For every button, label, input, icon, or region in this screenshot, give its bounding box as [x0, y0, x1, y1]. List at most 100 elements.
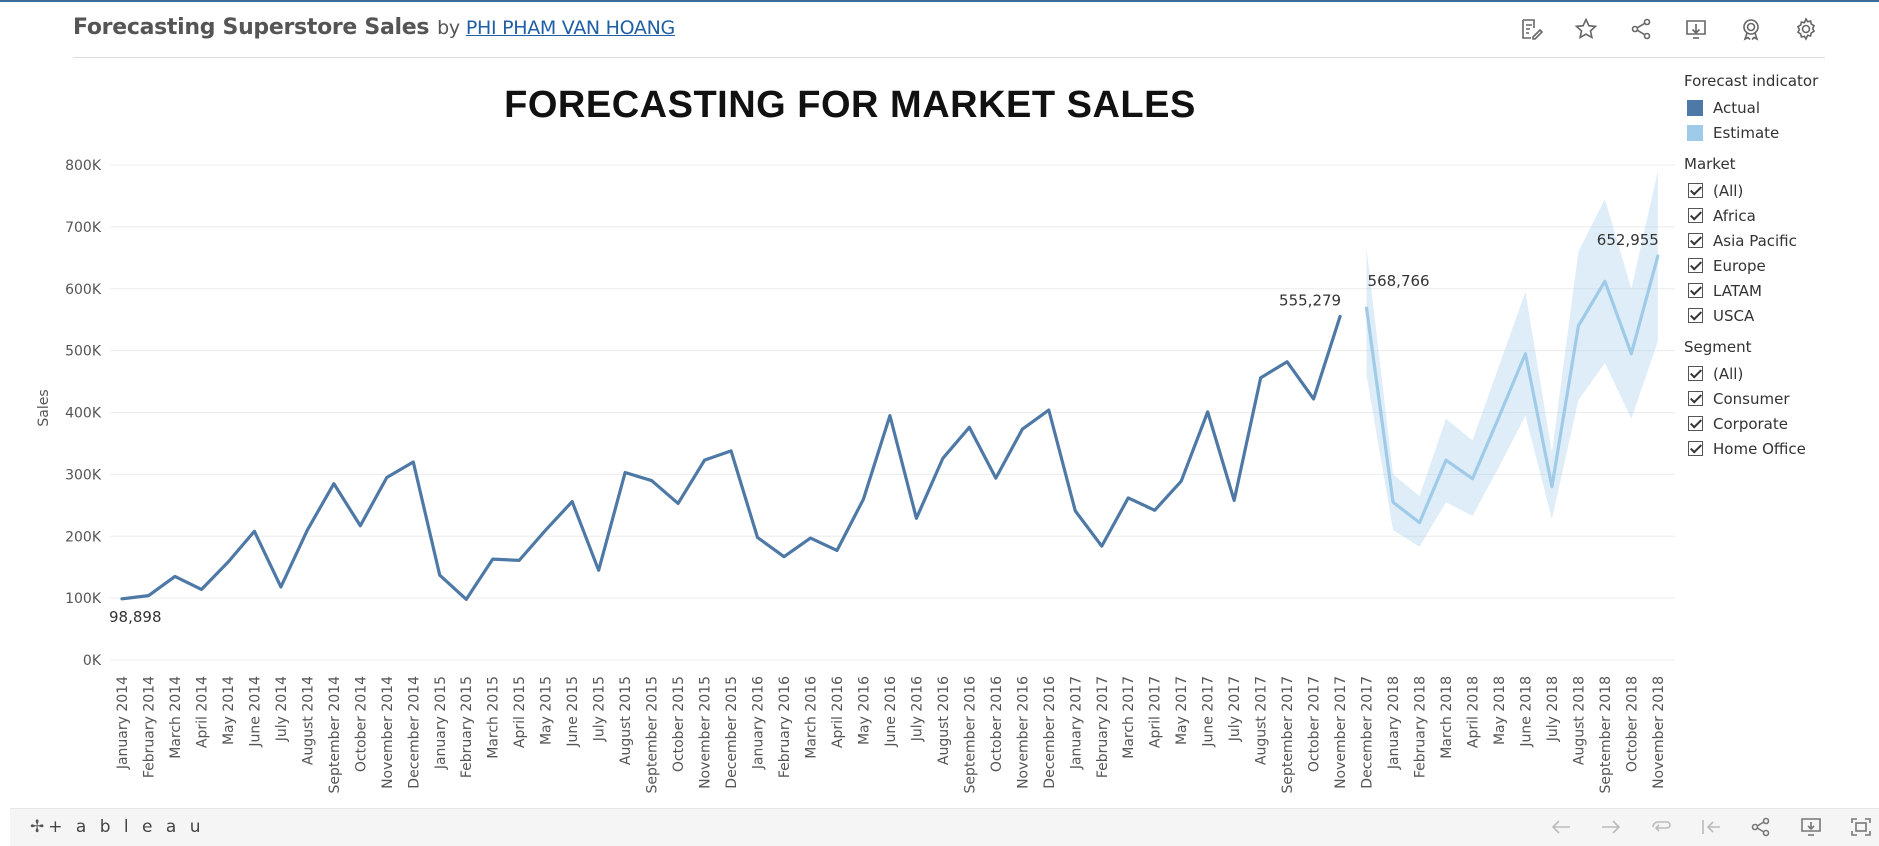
share-icon[interactable] — [1749, 816, 1773, 838]
x-tick-label: April 2014 — [194, 676, 210, 748]
top-border — [0, 0, 1879, 2]
market-option-all[interactable]: (All) — [1684, 178, 1874, 203]
segment-filter-title: Segment — [1684, 338, 1752, 356]
checkbox[interactable] — [1688, 391, 1703, 406]
market-option-latam[interactable]: LATAM — [1684, 278, 1874, 303]
y-tick-label: 600K — [65, 282, 102, 298]
market-option-europe[interactable]: Europe — [1684, 253, 1874, 278]
revert-icon[interactable] — [1649, 816, 1673, 838]
x-tick-label: October 2015 — [671, 676, 687, 772]
segment-option-label: Consumer — [1713, 389, 1790, 408]
x-tick-label: March 2016 — [803, 676, 819, 759]
data-label: 652,955 — [1597, 231, 1659, 249]
grid-lines — [110, 164, 1675, 661]
market-option-africa[interactable]: Africa — [1684, 203, 1874, 228]
share-icon[interactable] — [1628, 16, 1654, 42]
market-option-asia-pacific[interactable]: Asia Pacific — [1684, 228, 1874, 253]
x-tick-label: December 2014 — [406, 676, 422, 789]
x-tick-label: August 2017 — [1254, 676, 1270, 765]
y-axis-title: Sales — [36, 389, 52, 426]
legend-item-estimate[interactable]: Estimate — [1684, 120, 1874, 145]
checkbox[interactable] — [1688, 416, 1703, 431]
series-line-actual — [120, 314, 1342, 601]
download-icon[interactable] — [1683, 16, 1709, 42]
y-tick-label: 300K — [65, 467, 102, 483]
segment-option-consumer[interactable]: Consumer — [1684, 386, 1874, 411]
pause-icon[interactable] — [1699, 816, 1723, 838]
y-tick-label: 400K — [65, 406, 102, 422]
tableau-cross-icon: ✢ — [30, 817, 45, 837]
x-tick-label: August 2015 — [618, 676, 634, 765]
checkbox[interactable] — [1688, 233, 1703, 248]
fullscreen-icon[interactable] — [1849, 816, 1873, 838]
star-icon[interactable] — [1573, 16, 1599, 42]
tableau-toolbar: ✢ + a b l e a u — [10, 808, 1879, 846]
x-tick-label: September 2017 — [1280, 676, 1296, 793]
segment-option-corporate[interactable]: Corporate — [1684, 411, 1874, 436]
actual-swatch — [1687, 99, 1703, 116]
x-tick-label: November 2015 — [698, 676, 714, 789]
segment-option-label: Corporate — [1713, 414, 1788, 433]
redo-icon[interactable] — [1599, 816, 1623, 838]
market-option-label: (All) — [1713, 181, 1744, 200]
checkbox[interactable] — [1688, 441, 1703, 456]
legend-item-actual[interactable]: Actual — [1684, 95, 1874, 120]
tableau-logo[interactable]: ✢ + a b l e a u — [30, 817, 205, 837]
checkbox[interactable] — [1688, 183, 1703, 198]
x-tick-label: July 2014 — [274, 676, 290, 742]
y-tick-label: 0K — [83, 653, 102, 669]
x-tick-label: March 2017 — [1121, 676, 1137, 759]
header-toolbar — [1518, 16, 1819, 42]
x-tick-label: June 2018 — [1518, 676, 1534, 748]
author-link[interactable]: PHI PHAM VAN HOANG — [465, 17, 675, 39]
y-tick-label: 700K — [65, 220, 102, 236]
segment-option-label: (All) — [1713, 364, 1744, 383]
checkbox[interactable] — [1688, 283, 1703, 298]
x-tick-label: September 2014 — [327, 676, 343, 794]
x-tick-label: June 2017 — [1201, 676, 1217, 748]
market-option-label: Africa — [1713, 206, 1756, 225]
x-tick-label: August 2016 — [936, 676, 952, 765]
checkbox[interactable] — [1688, 208, 1703, 223]
legend-label-actual: Actual — [1713, 98, 1760, 117]
x-tick-label: March 2018 — [1439, 676, 1455, 759]
data-label: 568,766 — [1368, 272, 1430, 290]
x-tick-label: January 2016 — [751, 676, 767, 770]
segment-option-all[interactable]: (All) — [1684, 361, 1874, 386]
x-tick-label: July 2015 — [592, 676, 608, 742]
market-filter-title: Market — [1684, 155, 1736, 173]
x-tick-label: September 2016 — [962, 676, 978, 794]
segment-option-home-office[interactable]: Home Office — [1684, 436, 1874, 461]
download-icon[interactable] — [1799, 816, 1823, 838]
segment-option-label: Home Office — [1713, 439, 1806, 458]
tableau-wordmark: + a b l e a u — [48, 817, 205, 837]
x-tick-label: November 2018 — [1651, 676, 1667, 789]
toolbar-buttons — [1549, 816, 1873, 838]
checkbox[interactable] — [1688, 308, 1703, 323]
x-axis: January 2014 February 2014 March 2014 April… — [115, 676, 1667, 794]
workbook-title: Forecasting Superstore Sales — [73, 15, 430, 40]
x-tick-label: May 2018 — [1492, 676, 1508, 745]
header-divider — [73, 57, 1825, 58]
data-labels: 98,898 555,279 568,766 652,955 — [109, 231, 1659, 626]
x-tick-label: August 2014 — [300, 676, 316, 765]
x-tick-label: December 2016 — [1042, 676, 1058, 789]
checkbox[interactable] — [1688, 258, 1703, 273]
viz-title: Forecasting Superstore Sales by PHI PHAM V… — [73, 15, 675, 40]
x-tick-label: September 2018 — [1598, 676, 1614, 793]
market-option-label: Europe — [1713, 256, 1766, 275]
x-tick-label: February 2015 — [459, 676, 475, 778]
line-chart: 0K 100K 200K 300K 400K 500K 600K 700K 800K Sales… — [36, 158, 1675, 794]
x-tick-label: March 2015 — [486, 676, 502, 759]
undo-icon[interactable] — [1549, 816, 1573, 838]
market-option-usca[interactable]: USCA — [1684, 303, 1874, 328]
badge-icon[interactable] — [1738, 16, 1764, 42]
series-line-estimate — [1364, 254, 1660, 525]
x-tick-label: April 2018 — [1465, 676, 1481, 748]
y-tick-label: 500K — [65, 344, 102, 360]
by-text: by — [437, 17, 460, 39]
y-axis: 0K 100K 200K 300K 400K 500K 600K 700K 800K — [65, 158, 102, 669]
settings-icon[interactable] — [1793, 16, 1819, 42]
checkbox[interactable] — [1688, 366, 1703, 381]
edit-icon[interactable] — [1518, 16, 1544, 42]
